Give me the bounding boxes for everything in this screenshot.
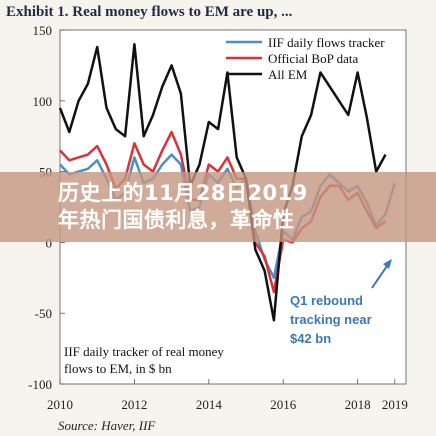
x-tick-label: 2014: [196, 397, 223, 412]
x-tick-label: 2012: [121, 397, 147, 412]
x-tick-label: 2019: [382, 397, 408, 412]
x-tick-label: 2016: [270, 397, 297, 412]
source-label: Source: Haver, IIF: [58, 418, 156, 433]
banner-line-2: 年热门国债利息，革命性: [58, 208, 295, 232]
y-tick-label: 0: [46, 235, 53, 250]
note-line-2: flows to EM, in $ bn: [64, 361, 172, 376]
chart-title: Exhibit 1. Real money flows to EM are up…: [6, 4, 293, 20]
overlay-banner: 历史上的11月28日2019 年热门国债利息，革命性: [0, 172, 436, 242]
legend: IIF daily flows tracker Official BoP dat…: [226, 35, 385, 82]
rebound-arrowhead-icon: [383, 259, 392, 269]
rebound-annotation: Q1 rebound tracking near $42 bn: [290, 259, 392, 346]
x-tick-label: 2010: [47, 397, 73, 412]
y-tick-label: -100: [28, 377, 52, 392]
series-line-all-em: [58, 42, 387, 322]
y-tick-label: 150: [33, 23, 53, 38]
rebound-arrow-icon: [371, 262, 390, 289]
y-tick-label: -50: [35, 306, 52, 321]
legend-label-bop: Official BoP data: [268, 51, 358, 66]
chart-note: IIF daily tracker of real money flows to…: [64, 344, 224, 376]
banner-line-1: 历史上的11月28日2019: [58, 181, 308, 205]
legend-label-all-em: All EM: [268, 67, 308, 82]
x-tick-label: 2018: [345, 397, 371, 412]
y-tick-label: 100: [33, 94, 53, 109]
x-axis: 2010 2012 2014 2016 2018 2019: [47, 379, 408, 412]
rebound-line-1: Q1 rebound: [290, 293, 363, 308]
note-line-1: IIF daily tracker of real money: [64, 344, 224, 359]
rebound-line-2: tracking near: [290, 312, 372, 327]
rebound-line-3: $42 bn: [290, 331, 331, 346]
legend-label-iif: IIF daily flows tracker: [268, 35, 385, 50]
